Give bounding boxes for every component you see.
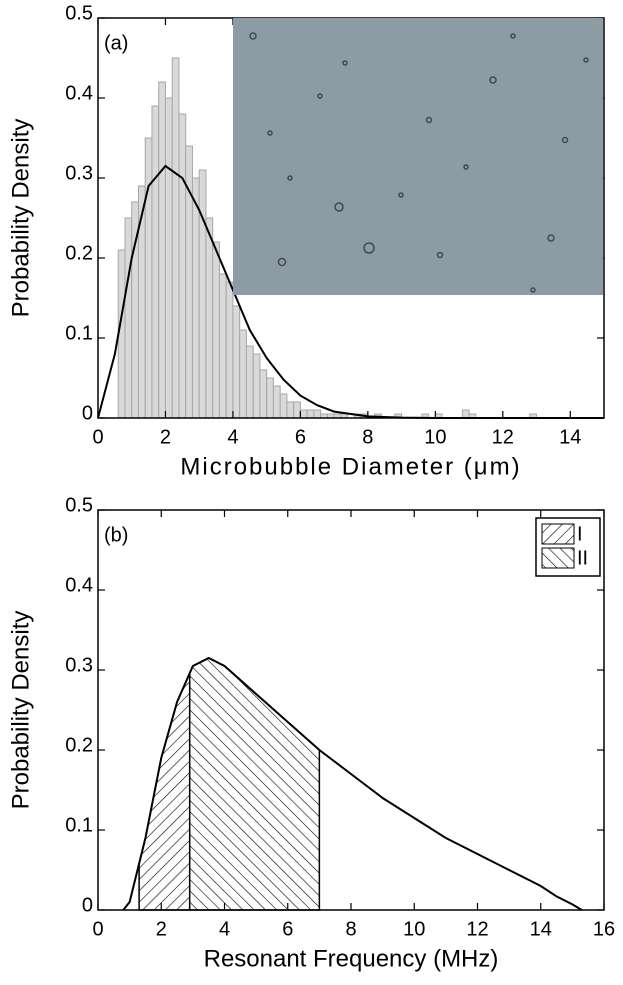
panel-label: (a) bbox=[104, 32, 128, 54]
y-tick-label: 0 bbox=[82, 894, 93, 916]
histogram-bar bbox=[313, 409, 322, 419]
x-tick-label: 0 bbox=[92, 918, 103, 940]
histogram-bar bbox=[286, 401, 295, 419]
histogram-bar bbox=[272, 385, 281, 419]
x-tick-label: 0 bbox=[92, 426, 103, 448]
x-tick-label: 4 bbox=[227, 426, 238, 448]
y-tick-label: 0.2 bbox=[65, 734, 93, 756]
x-tick-label: 10 bbox=[403, 918, 425, 940]
x-tick-label: 14 bbox=[530, 918, 552, 940]
legend: III bbox=[535, 517, 601, 577]
y-tick-label: 0 bbox=[82, 402, 93, 424]
x-tick-label: 12 bbox=[466, 918, 488, 940]
x-tick-label: 4 bbox=[219, 918, 230, 940]
density-curve bbox=[122, 656, 583, 911]
histogram-bar bbox=[232, 305, 241, 419]
y-tick-label: 0.3 bbox=[65, 654, 93, 676]
histogram-bar bbox=[245, 345, 254, 419]
histogram-bar bbox=[279, 393, 288, 419]
x-tick-label: 2 bbox=[156, 918, 167, 940]
x-tick-label: 6 bbox=[295, 426, 306, 448]
x-axis-label: Resonant Frequency (MHz) bbox=[204, 945, 499, 972]
histogram-bar bbox=[144, 137, 153, 419]
inset-micrograph bbox=[233, 18, 603, 295]
y-tick-label: 0.1 bbox=[65, 322, 93, 344]
panel: 0 2 4 6 8 10 12 14 16 0 0.1 0.2 0.3 0.4 0.5 (b) Resonant… bbox=[7, 494, 615, 972]
x-tick-label: 8 bbox=[345, 918, 356, 940]
x-axis-label: Microbubble Diameter (μm) bbox=[180, 453, 521, 480]
histogram-bar bbox=[239, 329, 247, 419]
x-tick-label: 10 bbox=[424, 426, 446, 448]
legend-swatch bbox=[541, 523, 575, 545]
histogram-bar bbox=[461, 409, 470, 419]
legend-label: II bbox=[577, 547, 588, 569]
histogram-bar bbox=[205, 217, 214, 419]
y-tick-label: 0.2 bbox=[65, 242, 93, 264]
y-tick-label: 0.4 bbox=[65, 574, 93, 596]
x-tick-label: 6 bbox=[282, 918, 293, 940]
histogram-bar bbox=[151, 105, 160, 419]
legend-swatch bbox=[541, 547, 575, 569]
histogram-bar bbox=[158, 81, 166, 419]
histogram-bar bbox=[171, 57, 180, 419]
histogram-bar bbox=[293, 401, 301, 419]
x-tick-label: 16 bbox=[593, 918, 615, 940]
x-tick-label: 14 bbox=[559, 426, 581, 448]
histogram-bar bbox=[212, 241, 220, 419]
x-tick-label: 2 bbox=[160, 426, 171, 448]
histogram-bar bbox=[299, 409, 308, 419]
histogram-bar bbox=[191, 177, 200, 419]
histogram-bar bbox=[259, 369, 268, 419]
histogram-bar bbox=[225, 281, 234, 419]
histogram-bar bbox=[124, 217, 133, 419]
panel: 0 2 4 6 8 10 12 14 0 0.1 0.2 0.3 0.4 0.5 (a) Microbubbl… bbox=[7, 2, 605, 480]
y-tick-label: 0.4 bbox=[65, 82, 93, 104]
y-tick-label: 0.5 bbox=[65, 2, 93, 24]
histogram-bar bbox=[218, 273, 227, 419]
histogram-bar bbox=[306, 409, 315, 419]
y-axis-label: Probability Density bbox=[7, 611, 34, 810]
histogram-bar bbox=[198, 169, 207, 419]
histogram-bar bbox=[252, 353, 261, 419]
y-tick-label: 0.3 bbox=[65, 162, 93, 184]
histogram-bar bbox=[164, 97, 173, 419]
hatched-region bbox=[138, 672, 191, 911]
x-tick-label: 8 bbox=[362, 426, 373, 448]
x-tick-label: 12 bbox=[492, 426, 514, 448]
y-axis-label: Probability Density bbox=[7, 119, 34, 318]
histogram-bar bbox=[178, 113, 187, 419]
y-tick-label: 0.1 bbox=[65, 814, 93, 836]
hatched-region bbox=[188, 657, 321, 911]
panel-label: (b) bbox=[104, 524, 128, 546]
histogram-bar bbox=[266, 377, 274, 419]
y-tick-label: 0.5 bbox=[65, 494, 93, 516]
legend-label: I bbox=[577, 523, 583, 545]
